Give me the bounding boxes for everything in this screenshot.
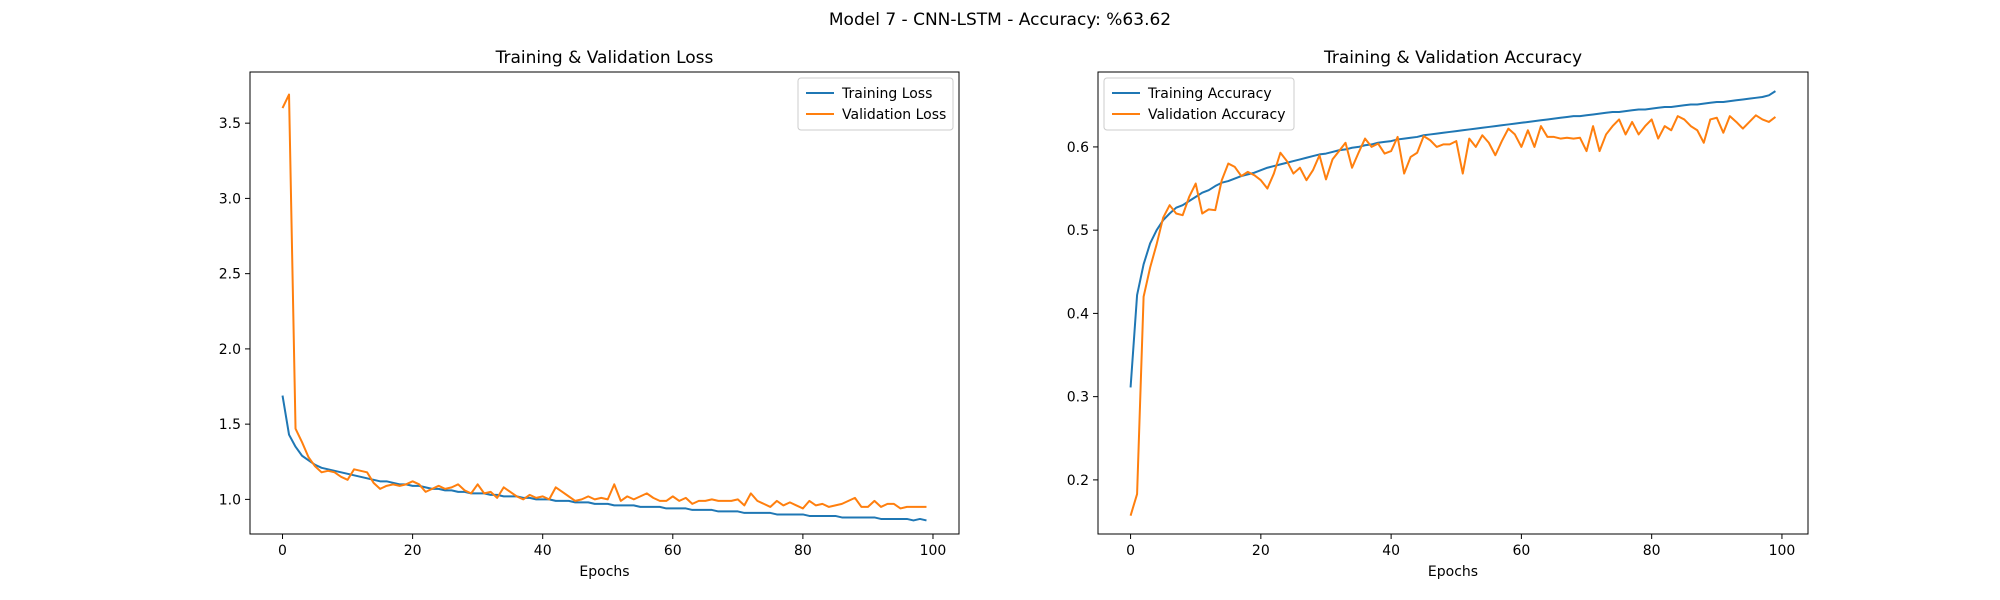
x-tick-label: 60 (1512, 543, 1530, 559)
series-line-2 (1129, 114, 1777, 516)
y-tick-label: 0.3 (1067, 390, 1089, 406)
x-tick-label: 100 (1769, 543, 1796, 559)
x-axis-label: Epochs (1428, 564, 1478, 580)
x-tick-label: 80 (1643, 543, 1661, 559)
x-tick-label: 0 (278, 543, 287, 559)
y-tick-label: 0.5 (1067, 223, 1089, 239)
y-tick-label: 3.0 (219, 191, 241, 207)
series-line-2 (281, 93, 927, 510)
y-tick-label: 0.4 (1067, 306, 1089, 322)
x-tick-label: 60 (664, 543, 682, 559)
chart-2: Training & Validation Accuracy Epochs 0 20 4… (1067, 48, 1809, 580)
chart-1: Training & Validation Loss Epochs 0 20 40 60 8… (219, 48, 960, 580)
legend-box (1103, 77, 1295, 131)
legend-label-1: Training Accuracy (1147, 86, 1272, 102)
legend-label-2: Validation Loss (842, 107, 946, 123)
series-line-1 (281, 395, 927, 522)
legend: Training Accuracy Validation Accuracy (1103, 77, 1295, 131)
y-tick-label: 2.0 (219, 342, 241, 358)
y-tick-label: 0.2 (1067, 473, 1089, 489)
figure-title: Model 7 - CNN-LSTM - Accuracy: %63.62 (829, 10, 1171, 30)
x-tick-label: 40 (534, 543, 552, 559)
y-tick-label: 1.0 (219, 492, 241, 508)
chart-title: Training & Validation Accuracy (1323, 48, 1582, 68)
series-line-1 (1129, 90, 1776, 388)
chart-title: Training & Validation Loss (495, 48, 714, 68)
x-tick-label: 20 (1252, 543, 1270, 559)
x-axis-label: Epochs (579, 564, 629, 580)
y-tick-label: 0.6 (1067, 140, 1089, 156)
x-tick-label: 20 (404, 543, 422, 559)
plot-frame (249, 71, 960, 535)
y-tick-label: 2.5 (219, 267, 241, 283)
legend-label-1: Training Loss (841, 86, 932, 102)
x-tick-label: 100 (920, 543, 947, 559)
legend: Training Loss Validation Loss (797, 77, 954, 131)
x-tick-label: 40 (1382, 543, 1400, 559)
legend-label-2: Validation Accuracy (1148, 107, 1286, 123)
legend-box (797, 77, 954, 131)
plot-frame (1097, 71, 1809, 535)
plots-container: Training & Validation Loss Epochs 0 20 40 60 8… (219, 48, 1809, 580)
y-tick-label: 1.5 (219, 417, 241, 433)
y-tick-label: 3.5 (219, 116, 241, 132)
x-tick-label: 80 (794, 543, 812, 559)
x-tick-label: 0 (1126, 543, 1135, 559)
